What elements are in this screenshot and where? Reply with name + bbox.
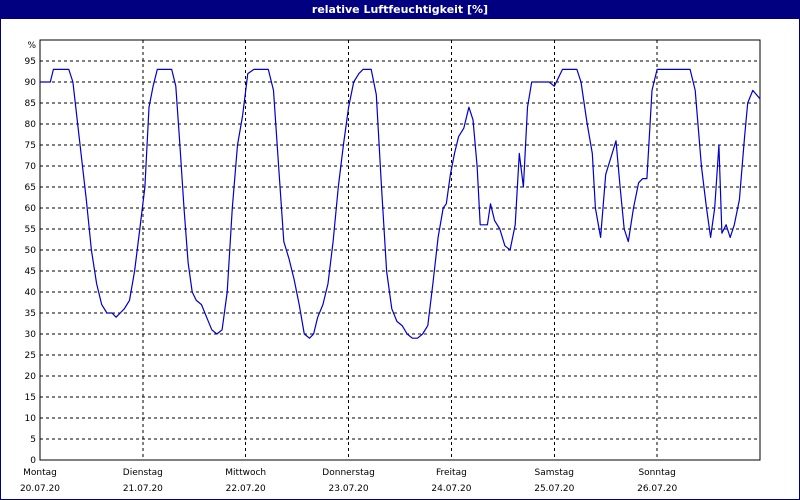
day-date-label: 25.07.20 xyxy=(534,484,574,494)
chart-title: relative Luftfeuchtigkeit [%] xyxy=(1,1,799,19)
y-tick-label: 30 xyxy=(25,330,37,340)
day-weekday-label: Sonntag xyxy=(638,468,675,478)
y-tick-label: 35 xyxy=(25,309,36,319)
y-tick-label: 65 xyxy=(25,183,36,193)
day-date-label: 20.07.20 xyxy=(20,484,60,494)
humidity-series-line xyxy=(40,68,761,339)
day-weekday-label: Samstag xyxy=(535,468,574,478)
y-tick-label: 10 xyxy=(25,414,37,424)
y-unit-label: % xyxy=(27,41,36,51)
y-tick-label: 0 xyxy=(30,456,36,466)
day-date-label: 26.07.20 xyxy=(637,484,677,494)
series-layer xyxy=(40,68,761,339)
day-weekday-label: Montag xyxy=(23,468,57,478)
y-tick-label: 60 xyxy=(25,204,37,214)
day-date-label: 22.07.20 xyxy=(226,484,266,494)
y-tick-label: 95 xyxy=(25,57,36,67)
y-tick-label: 50 xyxy=(25,246,37,256)
y-tick-label: 5 xyxy=(30,435,36,445)
labels: 0 5 10 15 20 25 30 35 40 45 50 55 60 65 70 75 80 85 90 95% M… xyxy=(20,41,677,494)
y-tick-label: 70 xyxy=(25,162,37,172)
plot-frame xyxy=(39,39,761,461)
axes xyxy=(39,39,761,461)
y-tick-label: 55 xyxy=(25,225,36,235)
day-date-label: 21.07.20 xyxy=(123,484,163,494)
y-tick-label: 75 xyxy=(25,141,36,151)
y-tick-label: 25 xyxy=(25,351,36,361)
grid xyxy=(40,40,760,460)
y-tick-label: 40 xyxy=(25,288,37,298)
y-tick-label: 20 xyxy=(25,372,37,382)
day-date-label: 23.07.20 xyxy=(329,484,369,494)
day-weekday-label: Dienstag xyxy=(123,468,163,478)
day-weekday-label: Freitag xyxy=(436,468,467,478)
day-weekday-label: Donnerstag xyxy=(322,468,375,478)
y-tick-label: 80 xyxy=(25,120,37,130)
y-tick-label: 45 xyxy=(25,267,36,277)
day-weekday-label: Mittwoch xyxy=(225,468,266,478)
y-tick-label: 85 xyxy=(25,99,36,109)
day-date-label: 24.07.20 xyxy=(431,484,471,494)
y-tick-label: 90 xyxy=(25,78,37,88)
y-tick-label: 15 xyxy=(25,393,36,403)
